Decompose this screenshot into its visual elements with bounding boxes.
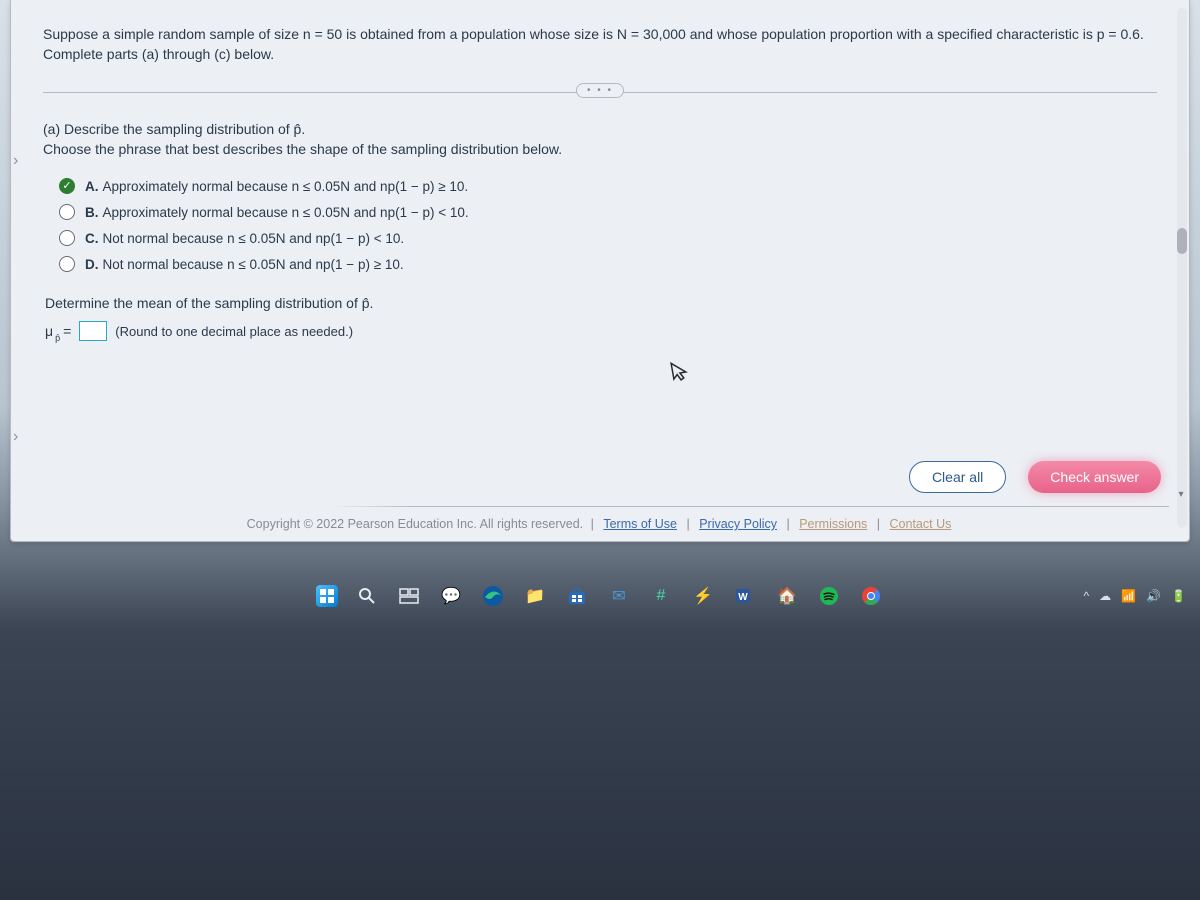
tray-cloud-icon[interactable]: ☁ (1099, 589, 1111, 603)
option-d[interactable]: D. Not normal because n ≤ 0.05N and np(1 … (59, 251, 1157, 277)
footer-link-permissions[interactable]: Permissions (799, 517, 867, 531)
home-icon[interactable]: 🏠 (774, 583, 800, 609)
part-a-prompt: (a) Describe the sampling distribution o… (43, 119, 1157, 160)
chat-icon[interactable]: 💬 (438, 583, 464, 609)
option-text: Approximately normal because n ≤ 0.05N a… (103, 179, 469, 194)
mean-input[interactable] (79, 321, 107, 341)
cursor-icon (669, 359, 691, 389)
radio-icon[interactable] (59, 204, 75, 220)
option-text: Not normal because n ≤ 0.05N and np(1 − … (103, 231, 405, 246)
power-icon[interactable]: ⚡ (690, 583, 716, 609)
mu-symbol: μ (45, 323, 53, 339)
check-answer-button[interactable]: Check answer (1028, 461, 1161, 493)
rounding-hint: (Round to one decimal place as needed.) (115, 324, 353, 339)
option-letter: A. (85, 179, 99, 194)
followup-prompt: Determine the mean of the sampling distr… (45, 295, 1157, 311)
taskview-icon[interactable] (396, 583, 422, 609)
edge-icon[interactable] (480, 583, 506, 609)
footer-divider (331, 506, 1169, 507)
mu-label: μp̂ (45, 323, 55, 339)
option-a[interactable]: A. Approximately normal because n ≤ 0.05N… (59, 173, 1157, 199)
prev-chevron-icon-2[interactable]: › (13, 428, 18, 446)
taskbar: 💬 📁 ✉ # ⚡ W 🏠 ^ ☁ 📶 🔊 🔋 (0, 574, 1200, 618)
chrome-icon[interactable] (858, 583, 884, 609)
mail-icon[interactable]: ✉ (606, 583, 632, 609)
system-tray[interactable]: ^ ☁ 📶 🔊 🔋 (1084, 589, 1187, 603)
option-letter: C. (85, 231, 99, 246)
prev-chevron-icon[interactable]: › (13, 152, 18, 170)
question-body: Suppose a simple random sample of size n… (11, 0, 1189, 349)
tray-chevron-icon[interactable]: ^ (1084, 589, 1090, 603)
scrollbar-track[interactable] (1177, 8, 1187, 528)
question-panel: › › Suppose a simple random sample of si… (10, 0, 1190, 542)
part-a-line2: Choose the phrase that best describes th… (43, 141, 562, 157)
option-c[interactable]: C. Not normal because n ≤ 0.05N and np(1 … (59, 225, 1157, 251)
radio-icon[interactable] (59, 256, 75, 272)
copyright-bar: Copyright © 2022 Pearson Education Inc. … (11, 517, 1189, 531)
footer-sep: | (591, 517, 594, 531)
prompt-text: Suppose a simple random sample of size n… (43, 26, 1144, 62)
footer-link-privacy[interactable]: Privacy Policy (699, 517, 777, 531)
mu-subscript: p̂ (55, 333, 60, 343)
equals-sign: = (63, 323, 71, 339)
option-text: Not normal because n ≤ 0.05N and np(1 − … (103, 257, 404, 272)
option-letter: B. (85, 205, 99, 220)
spotify-icon[interactable] (816, 583, 842, 609)
word-icon[interactable]: W (732, 583, 758, 609)
taskbar-center: 💬 📁 ✉ # ⚡ W 🏠 (316, 583, 884, 609)
clear-all-button[interactable]: Clear all (909, 461, 1006, 493)
divider: • • • (43, 83, 1157, 101)
options-group: A. Approximately normal because n ≤ 0.05N… (59, 173, 1157, 277)
part-a-line1: (a) Describe the sampling distribution o… (43, 121, 305, 137)
footer-sep: | (877, 517, 880, 531)
tray-wifi-icon[interactable]: 📶 (1121, 589, 1136, 603)
radio-icon[interactable] (59, 230, 75, 246)
footer-sep: | (786, 517, 789, 531)
mean-input-row: μp̂ = (Round to one decimal place as nee… (45, 321, 1157, 341)
radio-icon[interactable] (59, 178, 75, 194)
copyright-text: Copyright © 2022 Pearson Education Inc. … (247, 517, 583, 531)
svg-text:W: W (738, 592, 748, 603)
option-letter: D. (85, 257, 99, 272)
footer-sep: | (686, 517, 689, 531)
action-buttons: Clear all Check answer (909, 461, 1161, 493)
file-explorer-icon[interactable]: 📁 (522, 583, 548, 609)
footer-link-contact[interactable]: Contact Us (890, 517, 952, 531)
search-icon[interactable] (354, 583, 380, 609)
question-prompt: Suppose a simple random sample of size n… (43, 24, 1157, 65)
groupme-icon[interactable]: # (648, 583, 674, 609)
footer-link-terms[interactable]: Terms of Use (603, 517, 677, 531)
option-text: Approximately normal because n ≤ 0.05N a… (103, 205, 469, 220)
start-button[interactable] (316, 585, 338, 607)
tray-volume-icon[interactable]: 🔊 (1146, 589, 1161, 603)
expand-ellipsis-button[interactable]: • • • (576, 83, 624, 98)
scrollbar-thumb[interactable] (1177, 228, 1187, 254)
store-icon[interactable] (564, 583, 590, 609)
option-b[interactable]: B. Approximately normal because n ≤ 0.05N… (59, 199, 1157, 225)
tray-battery-icon[interactable]: 🔋 (1171, 589, 1186, 603)
scroll-down-icon[interactable]: ▾ (1175, 489, 1187, 501)
